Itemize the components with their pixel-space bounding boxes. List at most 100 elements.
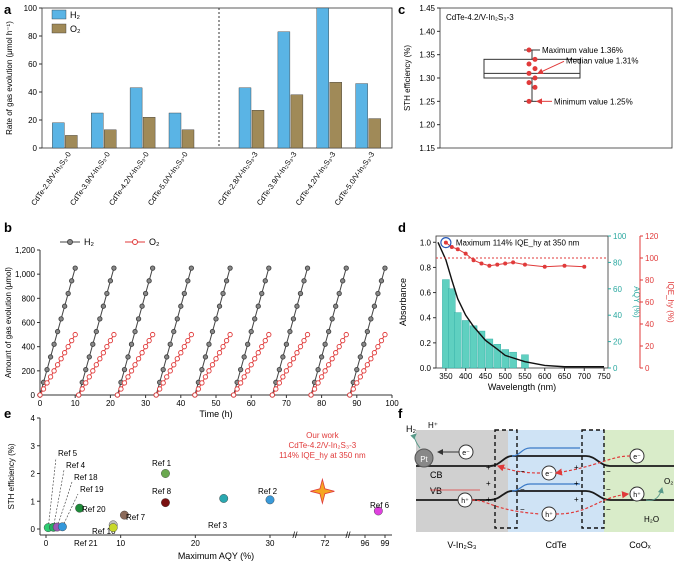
data-point-o2	[294, 350, 300, 356]
y-tick-label: 3	[31, 442, 36, 451]
data-point	[532, 66, 538, 72]
y-tick-label: 1	[31, 497, 36, 506]
annotation-median-arrow	[537, 60, 565, 74]
data-point-o2	[146, 337, 152, 344]
x-tick-label: 72	[321, 539, 330, 548]
data-point-o2	[79, 386, 85, 392]
panel-a-bar-chart: 0 20 40 60 80 100 Rate of gas evolution (μmol …	[5, 4, 393, 207]
data-point-o2	[301, 337, 307, 344]
scatter-point	[161, 469, 170, 478]
data-point	[532, 75, 538, 81]
data-point-o2	[280, 374, 286, 380]
abs-tick-label: 0.0	[420, 364, 432, 373]
scatter-point	[75, 503, 85, 513]
abs-axis-label: Absorbance	[398, 278, 408, 326]
coox-region	[604, 430, 674, 532]
data-point-o2	[118, 386, 124, 392]
data-point-o2	[230, 392, 237, 398]
point-label: Ref 5	[58, 449, 78, 458]
point-label: Ref 7	[126, 513, 146, 522]
svg-text:−: −	[520, 467, 525, 476]
data-point-h2	[301, 278, 307, 284]
data-point-h2	[104, 290, 110, 297]
data-point-o2	[97, 356, 103, 362]
panel-e-scatter-chart: 0 10 20 30 72 96 99 // // 0 1 2 3 4 Maximum AQY (%) STH…	[7, 414, 392, 561]
data-point-h2	[322, 341, 328, 347]
data-point-o2	[181, 344, 187, 350]
aqy-bar	[454, 312, 462, 369]
y-tick-label: 1.25	[419, 97, 435, 106]
data-point-h2	[171, 328, 177, 335]
leader-line	[47, 457, 57, 528]
data-point-o2	[333, 350, 339, 356]
x-axis-label: Maximum AQY (%)	[178, 551, 254, 561]
bar-h2	[277, 31, 291, 149]
data-point-o2	[76, 392, 82, 398]
x-tick-label: 60	[247, 399, 256, 408]
data-point-o2	[37, 392, 43, 398]
data-point-o2	[308, 392, 314, 398]
data-point-h2	[333, 303, 339, 309]
cdte-label: CdTe	[545, 540, 566, 550]
data-point-o2	[188, 331, 195, 338]
iqe-point	[463, 251, 468, 256]
y-tick-label: 0	[33, 144, 38, 153]
data-point	[526, 47, 532, 53]
data-point-o2	[382, 331, 388, 338]
data-point-h2	[132, 328, 138, 335]
data-point-o2	[58, 356, 64, 362]
data-point-h2	[125, 354, 131, 360]
data-point	[526, 80, 532, 86]
x-tick-label: 400	[459, 372, 473, 381]
iqe-point	[511, 260, 516, 265]
chart-title: CdTe-4.2/V-In₂S₃-3	[446, 13, 514, 22]
iqe-point	[479, 261, 484, 266]
x-tick-label: 80	[317, 399, 326, 408]
electron-transfer-arrow-2	[554, 455, 631, 476]
panel-b-line-chart: 0 10 20 30 40 50 60 70 80 90 100 0 200 400 600 800 1,000…	[4, 237, 399, 419]
iqe-point	[487, 263, 492, 268]
bar-h2	[129, 87, 143, 149]
data-point-o2	[157, 386, 163, 392]
x-tick-label: 50	[212, 399, 221, 408]
data-point-o2	[378, 337, 385, 344]
aqy-bar	[477, 330, 486, 369]
bar-o2	[65, 135, 78, 149]
point-label: Ref 4	[66, 461, 86, 470]
h2-release-arrow	[410, 433, 421, 449]
y-tick-label: 600	[22, 319, 36, 328]
our-work-star	[310, 477, 335, 505]
data-point-o2	[220, 344, 226, 350]
data-point-o2	[276, 380, 283, 386]
data-point-h2	[146, 278, 152, 284]
svg-text:+: +	[574, 495, 579, 504]
panel-f-band-diagram: Pt H₂ H⁺ CB VB e⁻ e⁻ e⁻ h⁺ h⁺ h⁺ O₂ H₂O …	[406, 421, 674, 550]
bar-h2	[168, 112, 182, 149]
y-tick-label: 1.20	[419, 121, 435, 130]
x-tick-label: 750	[597, 372, 611, 381]
data-point-h2	[255, 303, 261, 309]
point-label: Ref 3	[208, 521, 228, 530]
data-point-o2	[192, 392, 198, 398]
data-point-o2	[44, 380, 50, 386]
iqe-tick-label: 120	[645, 232, 659, 241]
pt-particle	[414, 448, 434, 468]
iqe-tick-label: 0	[645, 364, 650, 373]
data-point-o2	[167, 368, 173, 374]
data-point-h2	[266, 265, 272, 271]
data-point-o2	[61, 350, 68, 356]
category-label: CdTe-4.2/V-In₂S₃-0	[107, 150, 151, 207]
hole-transfer-arrow-2	[555, 491, 630, 515]
panel-b-letter: b	[4, 220, 12, 235]
point-label: Ref 19	[80, 485, 104, 494]
x-tick-label: 700	[578, 372, 592, 381]
data-point-h2	[47, 354, 54, 360]
scatter-point	[265, 495, 275, 505]
leader-line	[62, 493, 79, 527]
data-point-h2	[223, 278, 230, 284]
aqy-tick-label: 0	[613, 364, 618, 373]
data-point-h2	[128, 341, 135, 347]
data-point-h2	[58, 316, 64, 322]
data-point-h2	[206, 341, 212, 347]
our-work-iqe: 114% IQE_hy at 350 nm	[279, 451, 366, 460]
